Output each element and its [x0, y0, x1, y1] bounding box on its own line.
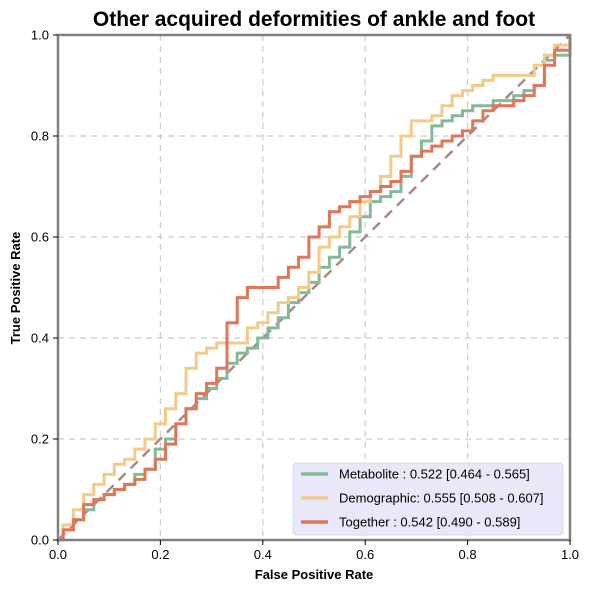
legend-label-metabolite: Metabolite : 0.522 [0.464 - 0.565] — [339, 467, 530, 482]
x-tick-label: 0.2 — [151, 547, 169, 562]
legend-label-together: Together : 0.542 [0.490 - 0.589] — [339, 515, 520, 530]
x-ticks: 0.0 0.2 0.4 0.6 0.8 1.0 — [49, 540, 579, 562]
y-tick-label: 0.6 — [31, 230, 49, 245]
x-tick-label: 1.0 — [561, 547, 579, 562]
legend: Metabolite : 0.522 [0.464 - 0.565] Demogr… — [292, 462, 564, 536]
y-tick-label: 0.4 — [31, 331, 49, 346]
diagonal-layer — [57, 34, 571, 541]
y-tick-label: 0.8 — [31, 129, 49, 144]
series-layer — [58, 35, 572, 542]
x-tick-label: 0.4 — [254, 547, 272, 562]
x-tick-label: 0.6 — [356, 547, 374, 562]
series-line-together — [58, 35, 572, 542]
y-tick-label: 0.0 — [31, 533, 49, 548]
legend-label-demographic: Demographic: 0.555 [0.508 - 0.607] — [339, 491, 544, 506]
chart-title: Other acquired deformities of ankle and … — [93, 8, 535, 31]
y-tick-label: 0.2 — [31, 432, 49, 447]
series-line-metabolite — [58, 35, 572, 542]
y-axis-label: True Positive Rate — [8, 232, 23, 345]
chance-diagonal-line — [57, 34, 571, 541]
x-axis-label: False Positive Rate — [255, 567, 374, 582]
y-tick-label: 1.0 — [31, 28, 49, 43]
x-tick-label: 0.8 — [459, 547, 477, 562]
legend-box — [292, 462, 564, 536]
series-line-demographic — [58, 35, 572, 542]
x-tick-label: 0.0 — [49, 547, 67, 562]
plot-frame — [56, 33, 572, 542]
y-ticks: 0.0 0.2 0.4 0.6 0.8 1.0 — [31, 28, 58, 548]
